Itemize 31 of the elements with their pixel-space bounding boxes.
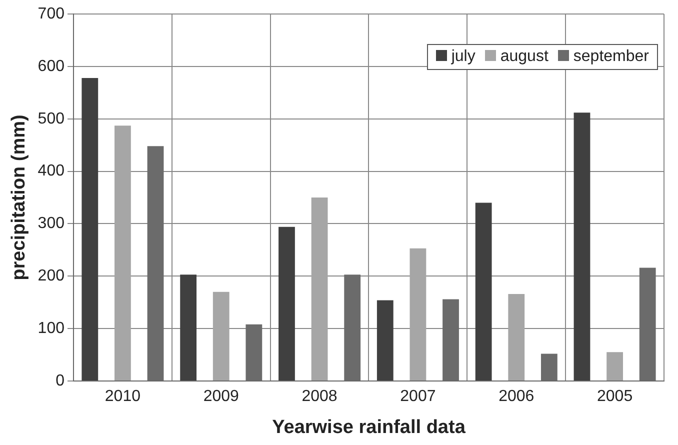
y-tick-label: 200: [38, 268, 65, 285]
bar: [82, 78, 98, 380]
y-tick-label: 0: [56, 372, 65, 390]
x-axis-title: Yearwise rainfall data: [272, 416, 466, 438]
legend-label: august: [499, 48, 548, 66]
bar: [508, 294, 525, 380]
x-tick-label: 2009: [203, 388, 240, 406]
legend-label: july: [450, 48, 476, 66]
bar: [376, 300, 394, 380]
y-tick-label: 700: [38, 5, 65, 22]
y-tick-label: 100: [38, 320, 65, 337]
bar: [475, 202, 492, 380]
x-tick-label: 2010: [104, 388, 141, 406]
bar: [114, 126, 131, 380]
bar: [212, 292, 230, 380]
bar: [410, 248, 426, 380]
x-tick-label: 2008: [302, 388, 338, 406]
y-tick-label: 500: [38, 110, 65, 128]
legend-label: september: [572, 48, 649, 66]
y-tick-label: 400: [38, 162, 65, 180]
y-tick-label: 600: [38, 58, 65, 75]
y-axis-title: precipitation (mm): [8, 114, 30, 280]
x-tick-label: 2007: [400, 388, 436, 406]
bar: [180, 274, 197, 380]
x-tick-label: 2005: [596, 388, 633, 406]
bar: [278, 226, 295, 380]
x-tick-label: 2006: [498, 388, 534, 406]
bar: [574, 112, 590, 380]
y-tick-label: 300: [38, 215, 65, 232]
bar: [606, 352, 623, 380]
bar: [311, 198, 328, 380]
